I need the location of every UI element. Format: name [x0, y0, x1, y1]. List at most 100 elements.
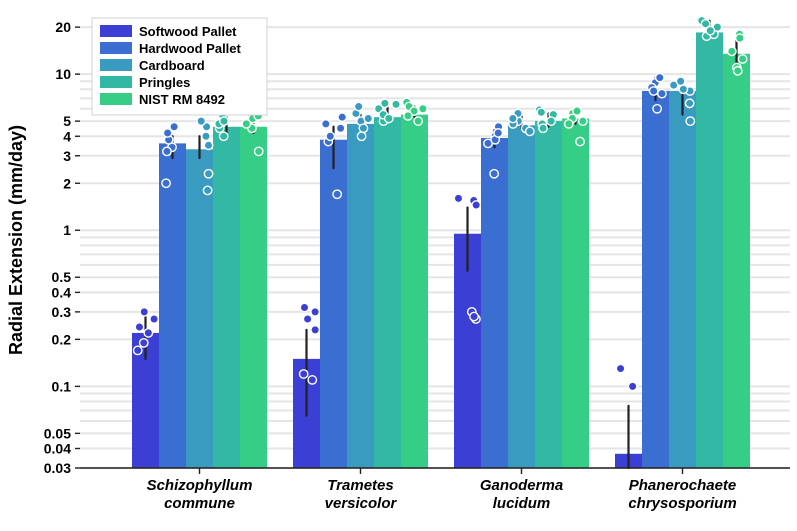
data-point: [163, 147, 171, 155]
data-point: [404, 112, 412, 120]
legend-label: NIST RM 8492: [139, 92, 225, 107]
data-point: [140, 339, 148, 347]
bar: [186, 149, 213, 468]
y-tick-label: 10: [55, 66, 71, 82]
data-point: [656, 73, 664, 81]
data-point: [204, 141, 212, 149]
chart-container: 0.030.040.050.10.20.30.40.5123451020Radi…: [0, 0, 797, 531]
legend-swatch: [100, 59, 132, 71]
y-tick-label: 0.04: [44, 440, 71, 456]
legend-swatch: [100, 76, 132, 88]
y-tick-label: 4: [63, 128, 71, 144]
data-point: [338, 113, 346, 121]
data-point: [579, 117, 587, 125]
data-point: [299, 370, 307, 378]
bar: [535, 121, 562, 468]
bar: [159, 143, 186, 468]
data-point: [220, 117, 228, 125]
bar: [562, 118, 589, 468]
data-point: [736, 34, 744, 42]
x-category-label: versicolor: [325, 495, 398, 512]
data-point: [135, 323, 143, 331]
data-point: [322, 120, 330, 128]
y-tick-label: 2: [63, 175, 71, 191]
data-point: [685, 99, 693, 107]
y-axis-label: Radial Extension (mm/day): [6, 125, 26, 355]
bar: [481, 138, 508, 468]
y-tick-label: 0.2: [52, 331, 72, 347]
bar: [669, 91, 696, 468]
data-point: [653, 105, 661, 113]
data-point: [565, 120, 573, 128]
data-point: [658, 89, 666, 97]
data-point: [333, 190, 341, 198]
data-point: [308, 376, 316, 384]
data-point: [494, 129, 502, 137]
data-point: [679, 85, 687, 93]
y-tick-label: 3: [63, 148, 71, 164]
data-point: [336, 124, 344, 132]
x-category-label: Phanerochaete: [629, 477, 737, 494]
bar: [401, 115, 428, 468]
data-point: [170, 123, 178, 131]
data-point: [701, 20, 709, 28]
chart-svg: 0.030.040.050.10.20.30.40.5123451020Radi…: [0, 0, 797, 531]
data-point: [419, 105, 427, 113]
x-category-label: Trametes: [327, 477, 393, 494]
data-point: [472, 201, 480, 209]
data-point: [385, 114, 393, 122]
bar: [347, 124, 374, 468]
legend-label: Cardboard: [139, 58, 205, 73]
data-point: [509, 114, 517, 122]
data-point: [144, 329, 152, 337]
y-tick-label: 1: [63, 222, 71, 238]
x-category-label: lucidum: [493, 495, 551, 512]
bar: [213, 127, 240, 468]
bar: [374, 117, 401, 468]
data-point: [676, 77, 684, 85]
legend-swatch: [100, 25, 132, 37]
data-point: [454, 194, 462, 202]
data-point: [203, 186, 211, 194]
data-point: [381, 99, 389, 107]
data-point: [162, 179, 170, 187]
data-point: [150, 315, 158, 323]
x-category-label: commune: [164, 495, 235, 512]
x-category-label: chrysosporium: [628, 495, 736, 512]
data-point: [255, 147, 263, 155]
data-point: [649, 87, 657, 95]
data-point: [354, 102, 362, 110]
y-tick-label: 0.5: [52, 269, 72, 285]
data-point: [414, 117, 422, 125]
data-point: [357, 132, 365, 140]
legend-label: Softwood Pallet: [139, 24, 237, 39]
data-point: [686, 117, 694, 125]
y-tick-label: 0.4: [52, 284, 72, 300]
data-point: [490, 170, 498, 178]
legend-label: Pringles: [139, 75, 190, 90]
data-point: [204, 170, 212, 178]
data-point: [547, 117, 555, 125]
y-tick-label: 5: [63, 113, 71, 129]
data-point: [537, 108, 545, 116]
y-tick-label: 0.03: [44, 460, 71, 476]
data-point: [392, 100, 400, 108]
data-point: [526, 127, 534, 135]
data-point: [219, 132, 227, 140]
data-point: [303, 315, 311, 323]
data-point: [311, 308, 319, 316]
bar: [508, 125, 535, 468]
bar: [240, 127, 267, 468]
y-tick-label: 0.05: [44, 425, 71, 441]
data-point: [326, 132, 334, 140]
data-point: [470, 312, 478, 320]
data-point: [728, 47, 736, 55]
data-point: [197, 117, 205, 125]
data-point: [576, 137, 584, 145]
bar: [320, 140, 347, 468]
data-point: [311, 326, 319, 334]
bar: [696, 32, 723, 468]
data-point: [300, 303, 308, 311]
data-point: [573, 107, 581, 115]
data-point: [364, 114, 372, 122]
